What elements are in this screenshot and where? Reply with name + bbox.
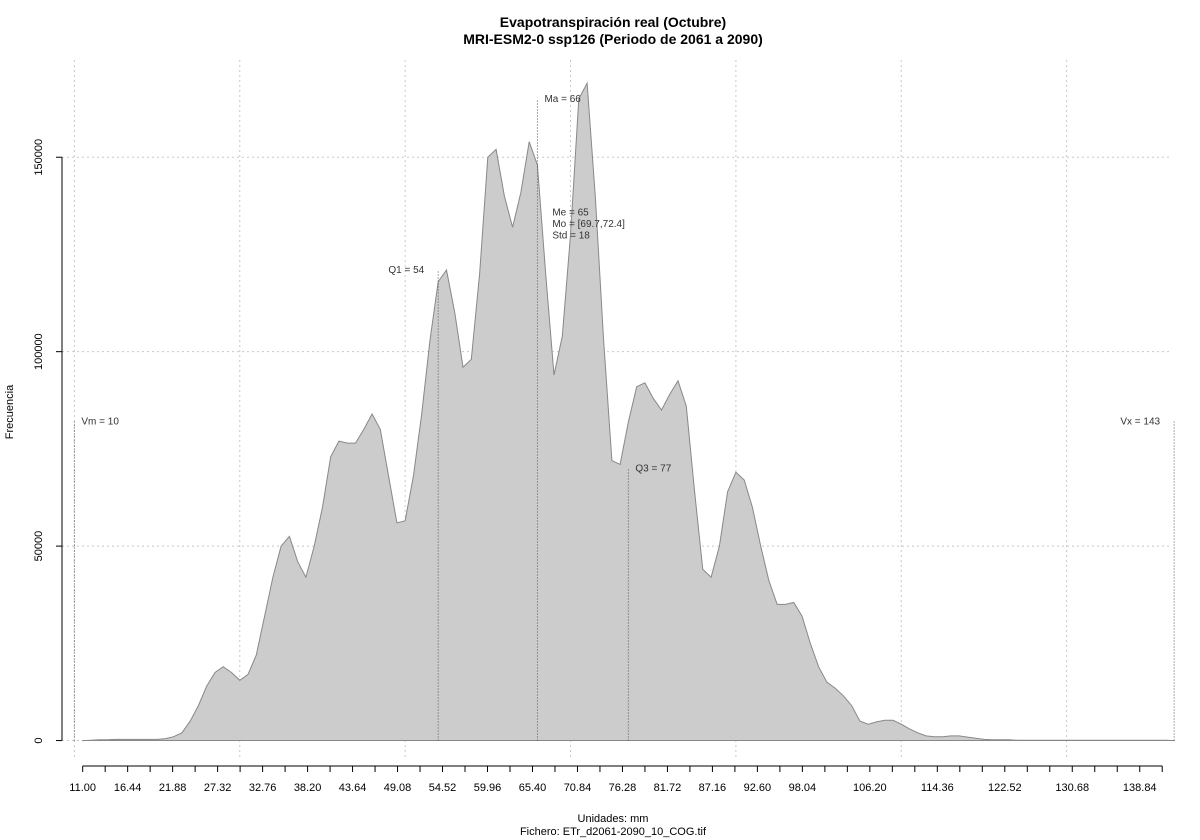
x-tick-label: 32.76 (249, 782, 277, 794)
y-tick-label: 150000 (33, 139, 45, 176)
x-tick-label: 138.84 (1123, 782, 1157, 794)
x-tick-label: 59.96 (474, 782, 502, 794)
stat-markers: Vm = 10 Q1 = 54 Ma = 66 Q3 = 77 Vx = 143 (73, 94, 1175, 741)
x-tick-label: 98.04 (789, 782, 817, 794)
x-tick-label: 65.40 (519, 782, 547, 794)
stat-label: Q3 = 77 (635, 463, 671, 474)
x-tick-label: 70.84 (564, 782, 592, 794)
y-tick-label: 50000 (33, 531, 45, 562)
stat-label: Q1 = 54 (388, 265, 424, 276)
y-axis: 0 50000 100000 150000 (33, 139, 63, 744)
stats-line: Mo = [69.7,72.4] (552, 219, 625, 230)
x-tick-label: 122.52 (988, 782, 1022, 794)
x-axis: 11.00 16.44 21.88 27.32 32.76 38.20 43.64 49.08… (69, 765, 1163, 794)
footer-filename: Fichero: ETr_d2061-2090_10_COG.tif (520, 826, 707, 838)
x-tick-label: 21.88 (159, 782, 187, 794)
stat-label: Vx = 143 (1120, 417, 1160, 428)
stat-label: Vm = 10 (81, 417, 119, 428)
x-axis-label: Unidades: mm (578, 813, 649, 825)
x-tick-label: 92.60 (744, 782, 772, 794)
chart-subtitle: MRI-ESM2-0 ssp126 (Periodo de 2061 a 209… (463, 31, 763, 47)
stats-line: Me = 65 (552, 208, 589, 219)
x-tick-label: 16.44 (114, 782, 142, 794)
x-tick-label: 11.00 (69, 782, 96, 794)
x-tick-label: 114.36 (921, 782, 954, 794)
x-tick-label: 130.68 (1055, 782, 1089, 794)
y-axis-label: Frecuencia (4, 384, 16, 439)
x-tick-label: 49.08 (384, 782, 412, 794)
y-tick-label: 0 (33, 737, 45, 743)
x-tick-label: 43.64 (339, 782, 367, 794)
x-tick-label: 106.20 (853, 782, 887, 794)
x-tick-label: 38.20 (294, 782, 322, 794)
x-tick-label: 81.72 (654, 782, 682, 794)
x-tick-label: 54.52 (429, 782, 457, 794)
x-tick-label: 76.28 (609, 782, 637, 794)
chart-title: Evapotranspiración real (Octubre) (500, 14, 726, 30)
stat-label: Ma = 66 (544, 94, 581, 105)
x-tick-label: 87.16 (699, 782, 727, 794)
stats-line: Std = 18 (552, 231, 590, 242)
y-tick-label: 100000 (33, 333, 45, 370)
x-tick-label: 27.32 (204, 782, 232, 794)
series-area (81, 81, 1176, 742)
